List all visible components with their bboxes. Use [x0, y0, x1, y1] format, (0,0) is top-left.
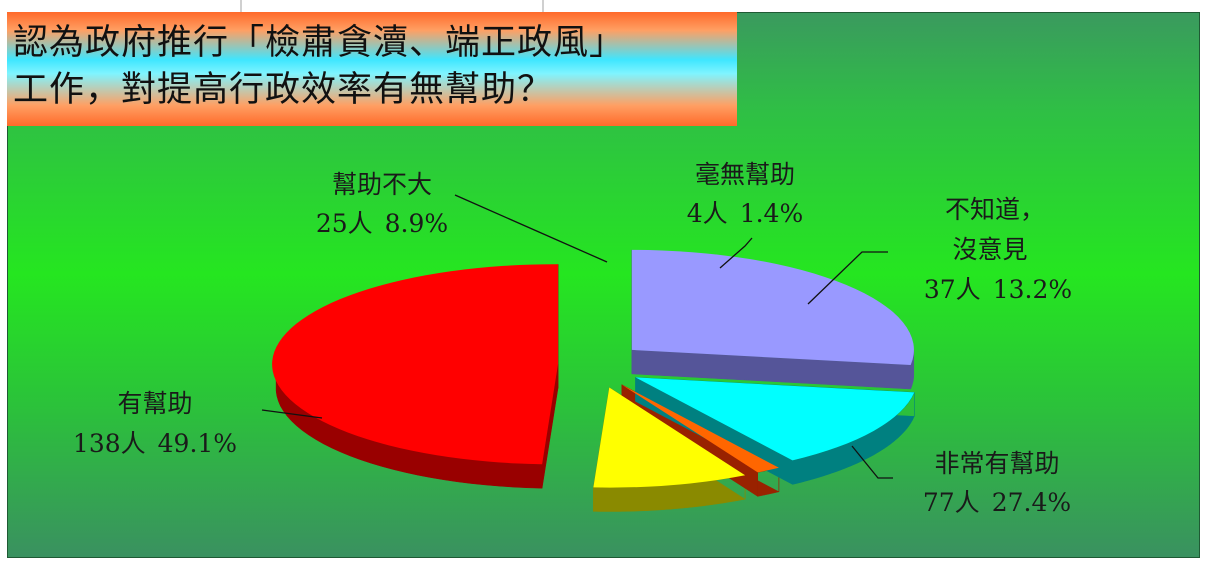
label-no-opinion-line-2: 沒意見 — [952, 235, 1027, 264]
slice-very-helpful-leader-line — [851, 445, 893, 479]
label-yes-helpful: 有幫助 — [117, 389, 192, 418]
value-yes-helpful: 138人 49.1% — [73, 429, 237, 458]
pie-tops-layer — [272, 249, 915, 488]
value-not-much-help: 25人 8.9% — [316, 209, 448, 238]
slice-yes-helpful — [272, 264, 558, 465]
slice-no-opinion-leader-line — [807, 251, 888, 305]
slice-no-help-leader-line — [719, 237, 753, 269]
label-no-opinion-line-1: 不知道， — [945, 195, 1045, 224]
slice-not-much-help — [593, 387, 746, 488]
label-very-helpful: 非常有幫助 — [934, 449, 1059, 478]
slice-very-helpful — [631, 249, 914, 365]
value-no-opinion: 37人 13.2% — [924, 275, 1072, 304]
chart-title-line-1: 認為政府推行「檢肅貪瀆、端正政風」 — [13, 23, 626, 63]
label-no-help: 毫無幫助 — [695, 160, 795, 189]
leader-lines-layer — [261, 194, 893, 479]
chart-title-box: 認為政府推行「檢肅貪瀆、端正政風」 工作，對提高行政效率有無幫助？ — [7, 12, 737, 126]
slice-yes-helpful-leader-line — [261, 409, 323, 419]
slice-no-help — [621, 384, 779, 473]
slice-not-much-help-leader-line — [454, 194, 608, 263]
value-very-helpful: 77人 27.4% — [923, 488, 1071, 517]
chart-title-line-2: 工作，對提高行政效率有無幫助？ — [13, 70, 554, 110]
slice-no-opinion — [635, 377, 915, 461]
label-not-much-help: 幫助不大 — [332, 170, 432, 199]
value-no-help: 4人 1.4% — [687, 199, 803, 228]
